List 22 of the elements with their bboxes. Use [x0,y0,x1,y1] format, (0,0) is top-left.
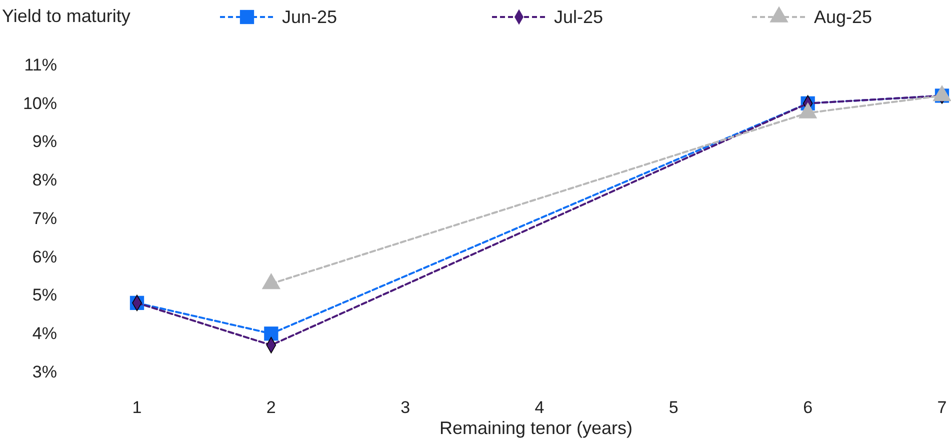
y-tick-label: 9% [32,132,57,152]
y-tick-label: 7% [32,208,57,228]
x-tick-label: 1 [132,398,142,418]
y-tick-label: 5% [32,286,57,305]
x-axis-title: Remaining tenor (years) [439,418,633,438]
x-tick-label: 3 [400,398,410,418]
x-tick-label: 6 [803,398,813,418]
y-tick-label: 10% [22,94,57,113]
x-tick-label: 2 [266,398,276,418]
legend-label: Aug-25 [814,7,872,27]
x-tick-label: 7 [937,398,947,418]
y-tick-label: 4% [32,324,57,344]
y-tick-label: 8% [32,170,57,190]
point [264,326,278,341]
x-tick-label: 4 [534,398,544,418]
y-tick-label: 3% [32,362,57,382]
y-tick-label: 6% [32,247,57,266]
x-tick-label: 5 [668,398,678,418]
legend-label: Jul-25 [554,7,604,27]
legend-label: Jun-25 [282,7,338,27]
y-tick-label: 11% [24,55,57,74]
y-axis-title: Yield to maturity [2,6,130,26]
